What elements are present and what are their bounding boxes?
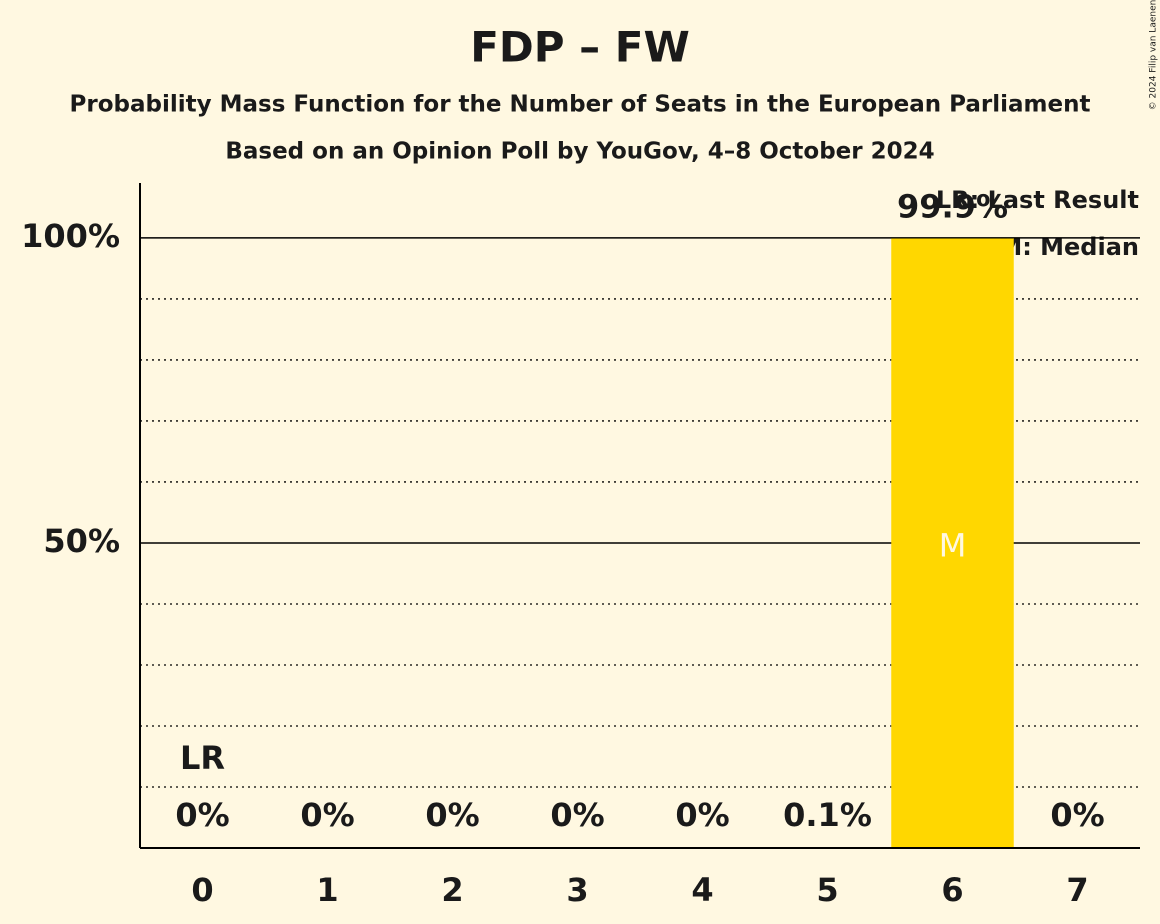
x-tick-label: 0	[191, 871, 213, 909]
x-tick-label: 1	[316, 871, 338, 909]
x-tick-label: 4	[691, 871, 713, 909]
value-label: 0%	[425, 796, 479, 834]
y-tick-label: 100%	[21, 217, 120, 255]
value-label: 0.1%	[783, 796, 872, 834]
value-label: 0%	[675, 796, 729, 834]
value-label: 99.9%	[897, 188, 1008, 226]
credit: © 2024 Filip van Laenen	[1149, 0, 1159, 110]
chart-title: FDP – FW	[470, 23, 690, 72]
value-label: 0%	[175, 796, 229, 834]
median-marker: M	[939, 526, 967, 564]
x-tick-label: 6	[941, 871, 963, 909]
x-tick-label: 5	[816, 871, 838, 909]
value-label: 0%	[550, 796, 604, 834]
value-label: 0%	[300, 796, 354, 834]
chart-subtitle: Probability Mass Function for the Number…	[70, 92, 1091, 118]
chart-subtitle: Based on an Opinion Poll by YouGov, 4–8 …	[225, 139, 934, 165]
last-result-marker: LR	[180, 739, 225, 777]
y-tick-label: 50%	[43, 522, 120, 560]
x-tick-label: 7	[1066, 871, 1088, 909]
value-label: 0%	[1050, 796, 1104, 834]
x-tick-label: 3	[566, 871, 588, 909]
x-tick-label: 2	[441, 871, 463, 909]
legend-entry: LR: Last Result	[936, 186, 1139, 214]
bar	[891, 238, 1014, 849]
